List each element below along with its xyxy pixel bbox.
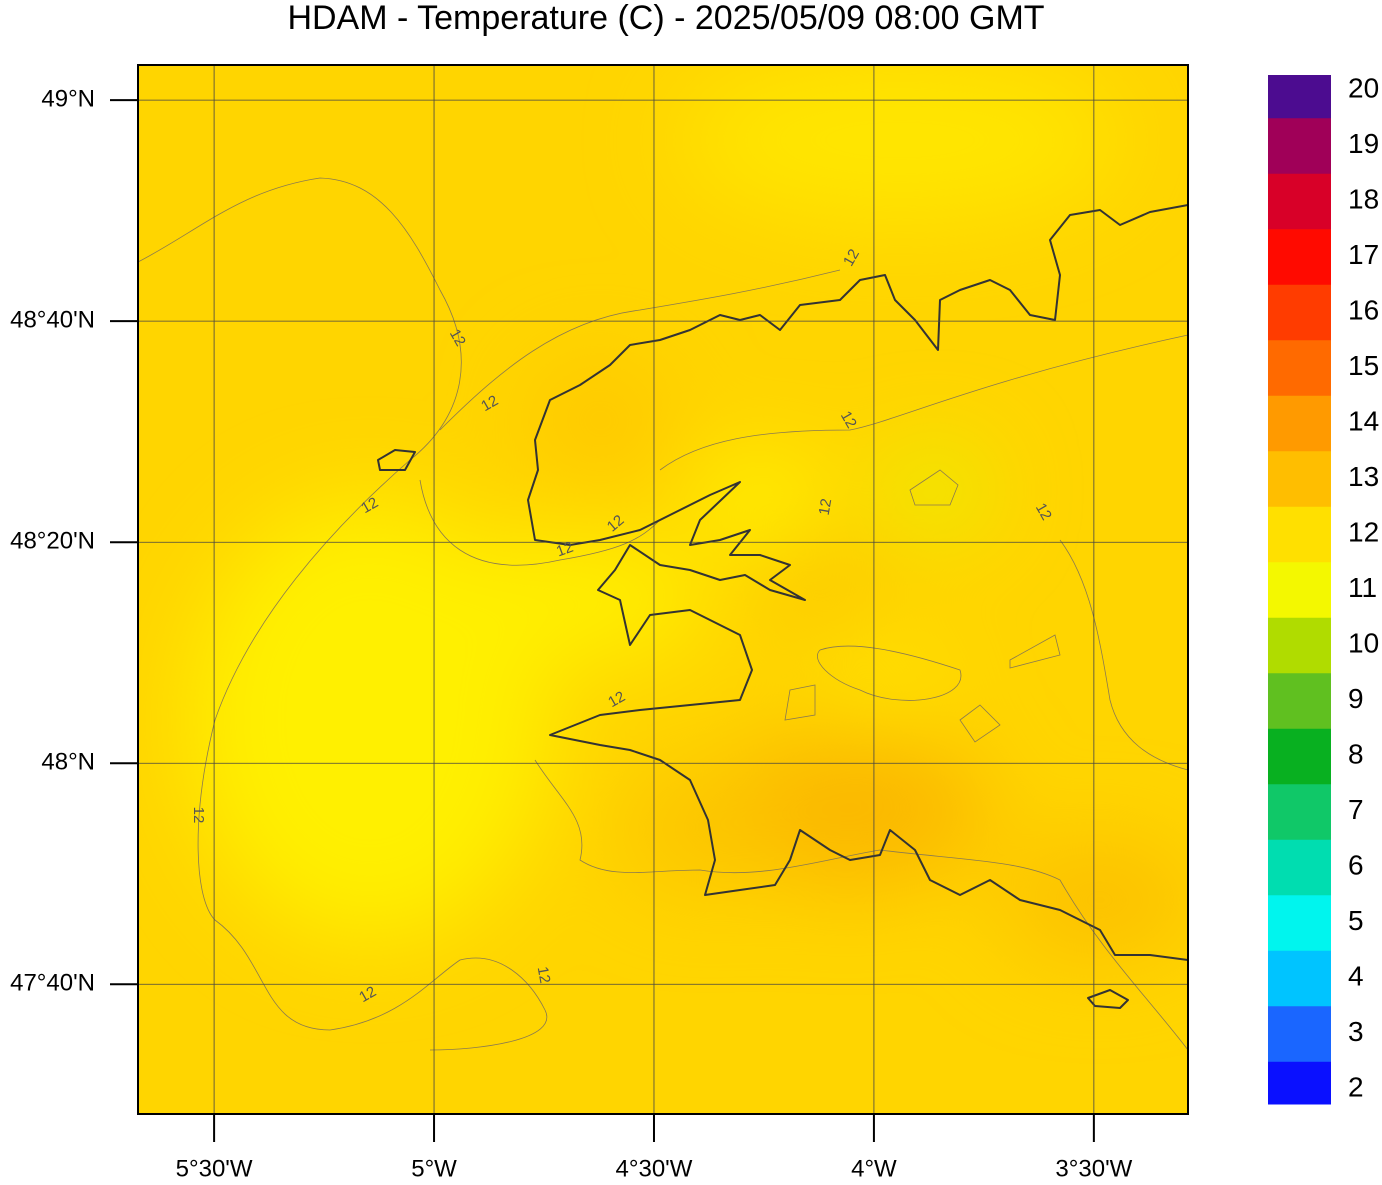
colorbar-tick-label: 18 [1348, 183, 1379, 214]
colorbar-tick-label: 8 [1348, 738, 1364, 769]
colorbar-tick-label: 11 [1348, 572, 1377, 603]
colorbar-tick-label: 15 [1348, 350, 1379, 381]
colorbar-swatch [1268, 950, 1331, 1007]
colorbar-swatch [1268, 1005, 1331, 1062]
lon-tick-label: 4°30'W [616, 1155, 693, 1180]
colorbar-tick-label: 3 [1348, 1016, 1364, 1047]
lat-tick-label: 48°40'N [10, 306, 95, 333]
contour-label: 12 [356, 983, 379, 1006]
colorbar-tick-label: 19 [1348, 128, 1379, 159]
colorbar-swatch [1268, 75, 1331, 119]
graticule [138, 65, 1188, 1114]
contour-label: 12 [554, 539, 575, 561]
map-frame [137, 64, 1189, 1115]
colorbar-tick-label: 12 [1348, 516, 1379, 547]
contour-label: 12 [837, 408, 860, 431]
title: HDAM - Temperature (C) - 2025/05/09 08:0… [287, 0, 1044, 37]
contour-label: 12 [190, 807, 207, 824]
colorbar-swatch [1268, 450, 1331, 507]
lat-tick-label: 49°N [41, 85, 95, 112]
colorbar-tick-label: 17 [1348, 239, 1379, 270]
lon-tick-label: 4°W [851, 1155, 897, 1180]
colorbar-tick-label: 5 [1348, 905, 1364, 936]
contour-label: 12 [358, 494, 381, 517]
colorbar-swatch [1268, 1061, 1331, 1105]
lat-tick-label: 48°20'N [10, 528, 95, 555]
colorbar-tick-label: 13 [1348, 461, 1379, 492]
colorbar-swatch [1268, 228, 1331, 285]
colorbar-tick-label: 7 [1348, 794, 1364, 825]
contour-label: 12 [605, 688, 628, 711]
colorbar-tick-label: 20 [1348, 72, 1379, 103]
colorbar-swatch [1268, 395, 1331, 452]
colorbar-swatch [1268, 506, 1331, 563]
colorbar-swatch [1268, 894, 1331, 951]
contour-label: 12 [478, 392, 501, 415]
colorbar-swatch [1268, 117, 1331, 174]
contour-label: 12 [840, 246, 863, 269]
colorbar-tick-label: 2 [1348, 1071, 1364, 1102]
lon-tick-label: 5°W [411, 1155, 457, 1180]
colorbar-swatch [1268, 728, 1331, 785]
colorbar: 2 3 4 5 6 7 8 9 10 11 12 13 14 15 16 17 18 19 20 [1268, 72, 1379, 1105]
colorbar-swatch [1268, 839, 1331, 896]
colorbar-tick-label: 16 [1348, 294, 1379, 325]
colorbar-swatch [1268, 284, 1331, 341]
contour-label: 12 [1032, 500, 1055, 523]
colorbar-swatch [1268, 173, 1331, 230]
lat-tick-label: 47°40'N [10, 970, 95, 997]
contour-label: 12 [534, 965, 554, 984]
colorbar-swatch [1268, 561, 1331, 618]
colorbar-swatch [1268, 672, 1331, 729]
colorbar-swatch [1268, 617, 1331, 674]
colorbar-tick-label: 9 [1348, 683, 1364, 714]
lon-tick-label: 5°30'W [176, 1155, 253, 1180]
colorbar-tick-label: 6 [1348, 849, 1364, 880]
colorbar-swatch [1268, 339, 1331, 396]
colorbar-tick-label: 14 [1348, 405, 1379, 436]
lat-tick-label: 48°N [41, 749, 95, 776]
temperature-field [138, 65, 1188, 1114]
colorbar-tick-label: 10 [1348, 627, 1379, 658]
colorbar-tick-label: 4 [1348, 960, 1364, 991]
colorbar-swatch [1268, 783, 1331, 840]
lon-tick-label: 3°30'W [1055, 1155, 1132, 1180]
contour-label: 12 [816, 497, 836, 516]
contour-label: 12 [446, 326, 469, 349]
